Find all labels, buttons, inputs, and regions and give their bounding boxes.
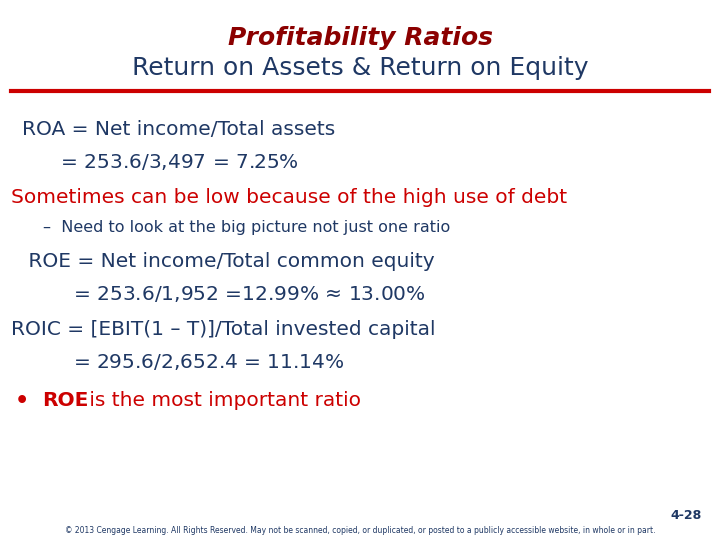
Text: •: • — [14, 390, 29, 411]
Text: © 2013 Cengage Learning. All Rights Reserved. May not be scanned, copied, or dup: © 2013 Cengage Learning. All Rights Rese… — [65, 526, 655, 535]
Text: Profitability Ratios: Profitability Ratios — [228, 26, 492, 50]
Text: ROA = Net income/Total assets: ROA = Net income/Total assets — [22, 120, 335, 139]
Text: = $295.6/$2,652.4 = 11.14%: = $295.6/$2,652.4 = 11.14% — [22, 352, 344, 372]
Text: ROE = Net income/Total common equity: ROE = Net income/Total common equity — [22, 252, 434, 272]
Text: ROE: ROE — [42, 391, 88, 410]
Text: is the most important ratio: is the most important ratio — [83, 391, 361, 410]
Text: = $253.6/$1,952 =12.99% ≈ 13.00%: = $253.6/$1,952 =12.99% ≈ 13.00% — [22, 284, 426, 305]
Text: –  Need to look at the big picture not just one ratio: – Need to look at the big picture not ju… — [43, 220, 451, 235]
Text: = $253.6/$3,497 = 7.25%: = $253.6/$3,497 = 7.25% — [22, 152, 299, 172]
Text: Sometimes can be low because of the high use of debt: Sometimes can be low because of the high… — [11, 187, 567, 207]
Text: 4-28: 4-28 — [671, 509, 702, 522]
Text: Return on Assets & Return on Equity: Return on Assets & Return on Equity — [132, 56, 588, 79]
Text: ROIC = [EBIT(1 – T)]/Total invested capital: ROIC = [EBIT(1 – T)]/Total invested capi… — [11, 320, 436, 339]
